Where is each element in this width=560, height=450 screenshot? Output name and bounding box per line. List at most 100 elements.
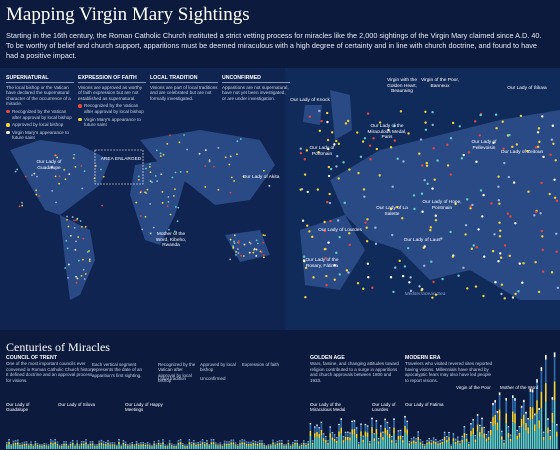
bar-segment [188,444,191,449]
bar-segment [234,445,237,449]
bar-segment [402,436,404,441]
bar-segment [239,441,241,444]
dot [330,131,334,134]
bar-segment [485,433,488,435]
bar-segment [43,444,45,447]
bar-segment [23,442,26,444]
bar-segment [529,418,532,449]
bar-segment [8,444,10,449]
dot [432,280,435,284]
dot [491,249,495,253]
bar-segment [219,442,221,445]
dot [441,277,444,281]
bar-segment [118,442,120,445]
bar-segment [85,439,87,443]
dot [35,193,38,196]
dot [344,122,348,125]
dot [361,140,365,143]
bar-segment [34,441,37,444]
bar-segment [289,446,292,449]
dot [424,110,427,113]
dot [324,247,327,251]
bar-segment [221,444,224,446]
bar-segment [349,432,351,434]
bar-segment [173,445,175,447]
bar-segment [516,435,518,440]
dot [149,171,152,174]
bar-segment [215,444,217,446]
dot [166,205,169,208]
bar-segment [338,425,340,432]
dot [229,258,232,261]
bar-segment [481,419,483,428]
dot [537,127,541,130]
bar-segment [50,439,52,443]
bar-segment [331,433,334,438]
bar-segment [492,416,494,426]
bar-segment [364,431,367,437]
bar-segment [94,444,96,446]
era: GOLDEN AGE Wars, famine, and changing att… [310,355,400,383]
bar-segment [124,442,127,444]
bar-segment [549,430,551,431]
bar-segment [162,444,164,449]
bar-segment [25,445,28,449]
dot [76,277,79,280]
dot [537,290,541,294]
dot [337,177,340,180]
bar-segment [448,432,450,438]
bar-segment [259,440,261,443]
bar-segment [177,442,180,445]
bar-segment [470,436,472,449]
bar-segment [333,441,336,449]
dot [521,281,524,284]
bar-segment [210,444,213,449]
dot [306,190,309,194]
key-item: Unconfirmed [200,376,226,381]
dot [139,215,142,217]
bar-segment [164,444,166,446]
bar-segment [116,446,118,447]
bar-segment [204,444,206,446]
bar-segment [347,440,349,449]
britain [330,90,352,140]
bar-segment [448,440,450,449]
dot [14,170,17,173]
bar-segment [483,437,485,449]
bar-segment [43,443,45,445]
bar-segment [199,445,202,449]
bar-segment [470,423,472,425]
bar-segment [393,433,395,449]
bar-segment [362,442,364,449]
dot [412,194,416,197]
bar-segment [188,442,191,445]
key-item: Expression of faith [242,362,280,367]
bar-segment [443,440,446,449]
bar-segment [501,436,503,440]
dot [499,256,503,259]
bar-segment [472,434,474,449]
dot [403,265,407,268]
bar-segment [534,431,536,449]
bar-segment [36,444,39,446]
dot [239,138,242,140]
bar-segment [450,444,452,446]
bar-segment [151,445,153,447]
bar-segment [140,442,142,445]
bar-segment [12,443,15,445]
dot [326,138,330,142]
dot [75,219,77,222]
dot [224,156,227,159]
dot [327,174,331,178]
bar-segment [39,444,41,446]
bar-segment [25,443,28,446]
bar-segment [498,395,501,410]
bar-segment [259,442,261,445]
bar-segment [78,444,81,446]
bar-segment [417,440,419,449]
bar-segment [474,436,477,440]
dot [363,195,366,198]
bar-segment [413,442,415,449]
dot [141,228,144,231]
dot [84,225,87,228]
